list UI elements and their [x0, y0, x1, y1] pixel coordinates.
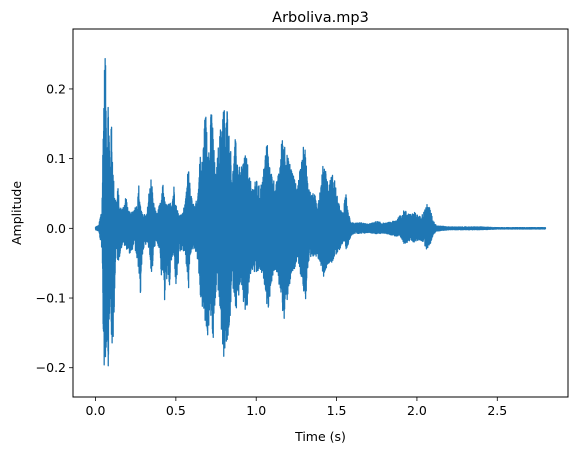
y-tick-label: 0.2 — [46, 81, 66, 96]
x-tick-label: 0.0 — [86, 403, 106, 418]
y-tick-label: −0.2 — [36, 360, 66, 375]
x-tick-label: 1.0 — [246, 403, 266, 418]
plot-area — [94, 58, 547, 367]
waveform-line — [94, 58, 547, 367]
axes-frame — [72, 28, 569, 398]
y-tick-label: 0.0 — [46, 221, 66, 236]
x-axis-label: Time (s) — [294, 429, 346, 444]
y-axis-ticks: −0.2 −0.1 0.0 0.1 0.2 — [36, 81, 73, 375]
y-tick-label: 0.1 — [46, 151, 66, 166]
x-tick-label: 1.5 — [327, 403, 347, 418]
y-tick-label: −0.1 — [36, 291, 66, 306]
x-axis-ticks: 0.0 0.5 1.0 1.5 2.0 2.5 — [86, 397, 507, 418]
x-tick-label: 0.5 — [166, 403, 186, 418]
waveform-series — [94, 58, 547, 367]
y-axis-label: Amplitude — [9, 181, 24, 245]
x-tick-label: 2.5 — [487, 403, 507, 418]
x-tick-label: 2.0 — [407, 403, 427, 418]
chart-title: Arboliva.mp3 — [272, 10, 369, 26]
